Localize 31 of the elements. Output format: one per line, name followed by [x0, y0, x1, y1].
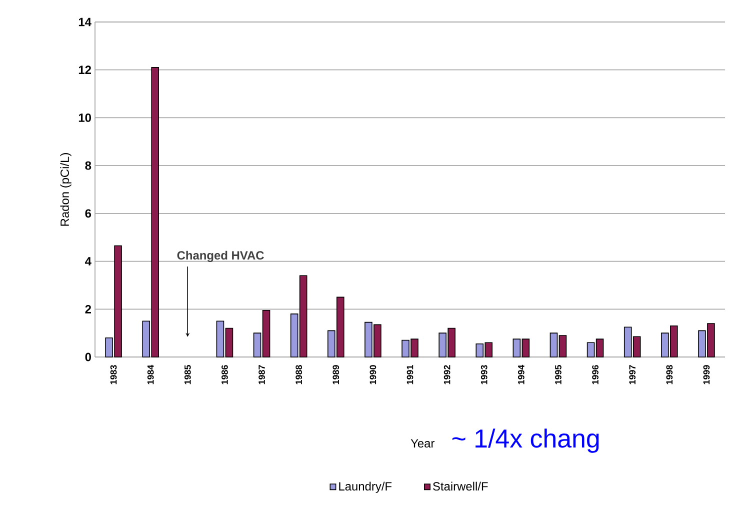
annotation: Changed HVAC: [177, 250, 264, 262]
x-tick-label: 1989: [332, 365, 340, 384]
x-tick-label: 1991: [406, 365, 414, 384]
x-tick-label: 1990: [370, 365, 376, 384]
y-tick-label: 4: [85, 257, 92, 266]
legend-label: Stairwell/F: [433, 482, 488, 491]
y-axis-title: Radon (pCi/L): [60, 153, 72, 226]
y-tick-label: 10: [78, 113, 91, 122]
y-tick-label: 0: [85, 352, 91, 362]
x-tick-label: 1987: [258, 365, 265, 384]
x-tick-label: 1999: [703, 365, 710, 384]
y-tick-label: 12: [78, 66, 91, 74]
legend-label: Laundry/F: [339, 482, 392, 493]
x-tick-label: 1986: [222, 365, 228, 384]
x-tick-label: 1998: [666, 365, 673, 384]
text: ~ 1/4x chang: [452, 428, 599, 453]
x-tick-label: 1993: [480, 365, 488, 384]
y-tick-label: 8: [85, 161, 92, 170]
x-tick-label: 1995: [555, 365, 562, 384]
y-tick-label: 6: [85, 209, 92, 218]
x-tick-label: 1992: [444, 365, 450, 384]
x-tick-label: 1994: [518, 364, 524, 384]
x-tick-label: 1984: [147, 364, 154, 384]
x-tick-label: 1988: [296, 365, 302, 384]
x-tick-label: 1985: [184, 365, 191, 384]
x-tick-label: 1996: [592, 365, 598, 384]
x-axis-title: Year: [410, 439, 434, 448]
x-tick-label: 1997: [629, 365, 636, 384]
x-tick-label: 1983: [110, 365, 117, 384]
y-tick-label: 14: [78, 18, 92, 26]
y-tick-label: 2: [85, 304, 92, 314]
